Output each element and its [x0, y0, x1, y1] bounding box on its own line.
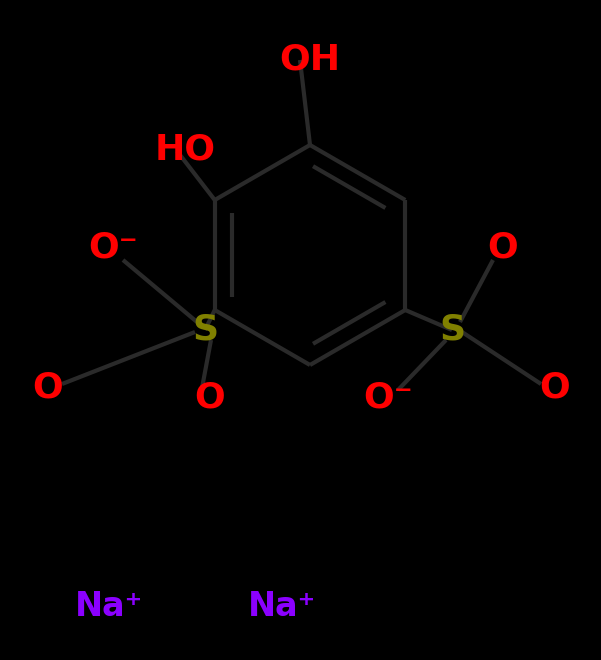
Text: OH: OH — [279, 42, 341, 76]
Text: S: S — [439, 313, 465, 347]
Text: O: O — [195, 381, 225, 415]
Text: O: O — [32, 371, 63, 405]
Text: S: S — [192, 313, 218, 347]
Text: O⁻: O⁻ — [363, 381, 413, 415]
Text: HO: HO — [155, 133, 216, 167]
Text: O: O — [487, 231, 519, 265]
Text: O⁻: O⁻ — [88, 231, 138, 265]
Text: Na⁺: Na⁺ — [75, 591, 143, 624]
Text: Na⁺: Na⁺ — [248, 591, 316, 624]
Text: O: O — [540, 371, 570, 405]
